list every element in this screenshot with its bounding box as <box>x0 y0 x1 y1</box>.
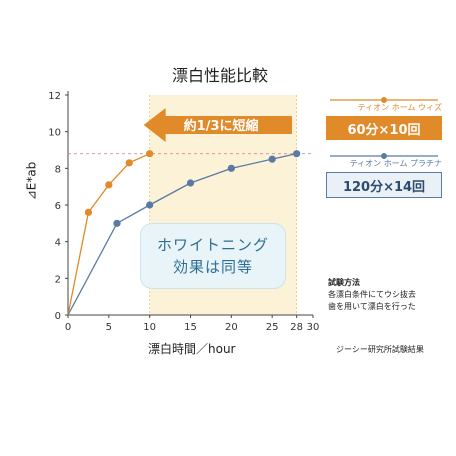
x-tick-label: 5 <box>106 322 112 333</box>
legend-marker-1 <box>326 92 442 108</box>
series-2-point <box>146 201 154 209</box>
x-tick-label: 15 <box>184 322 197 333</box>
series-2-point <box>186 179 195 187</box>
arrow-label: 約1/3に短縮 <box>184 118 259 134</box>
series-1-point <box>125 159 133 167</box>
chart-title: 漂白性能比較 <box>171 66 268 85</box>
y-tick-label: 0 <box>55 311 61 322</box>
series-1-point <box>105 181 113 189</box>
series-1-point <box>146 150 154 158</box>
series-2-point <box>227 164 235 172</box>
x-tick-label: 28 <box>290 322 303 333</box>
callout-line-1: ホワイトニング <box>156 236 269 254</box>
series-2-point <box>268 155 276 163</box>
legend-badge-2: 120分×14回 <box>326 172 442 198</box>
legend-marker-2 <box>326 148 442 164</box>
method-line-2: 歯を用いて漂白を行った <box>328 302 416 311</box>
method-title: 試験方法 <box>328 278 360 287</box>
y-tick-label: 4 <box>55 238 61 249</box>
legend-series-1: ティオン ホーム ウィズ 60分×10回 <box>326 92 442 140</box>
legend-name-2: ティオン ホーム プラチナ <box>349 159 442 168</box>
y-tick-label: 8 <box>55 164 61 175</box>
legend-name-1: ティオン ホーム ウィズ <box>357 103 442 112</box>
y-axis-label: ⊿E*ab <box>24 161 39 201</box>
legend-series-2: ティオン ホーム プラチナ 120分×14回 <box>326 148 442 198</box>
shorten-arrow <box>143 108 292 142</box>
x-axis-label: 漂白時間／hour <box>148 342 236 356</box>
x-tick-label: 10 <box>143 322 156 333</box>
x-tick-label: 30 <box>307 322 320 333</box>
series-1-point <box>84 208 93 216</box>
series-2-point <box>113 219 121 227</box>
y-tick-label: 6 <box>55 201 61 212</box>
source-note: ジーシー研究所試験結果 <box>336 345 424 354</box>
method-note: 試験方法 各漂白条件にてウシ抜去 歯を用いて漂白を行った <box>328 277 416 313</box>
x-tick-label: 20 <box>225 322 238 333</box>
callout-line-2: 効果は同等 <box>172 258 253 276</box>
method-line-1: 各漂白条件にてウシ抜去 <box>328 290 416 299</box>
callout-box: ホワイトニング 効果は同等 <box>140 223 286 289</box>
x-tick-label: 25 <box>266 322 279 333</box>
y-tick-label: 2 <box>55 274 61 285</box>
x-tick-label: 0 <box>65 322 71 333</box>
y-tick-label: 10 <box>48 128 61 139</box>
series-2-point <box>293 150 301 158</box>
legend-badge-1: 60分×10回 <box>326 116 442 140</box>
y-tick-label: 12 <box>48 91 61 102</box>
